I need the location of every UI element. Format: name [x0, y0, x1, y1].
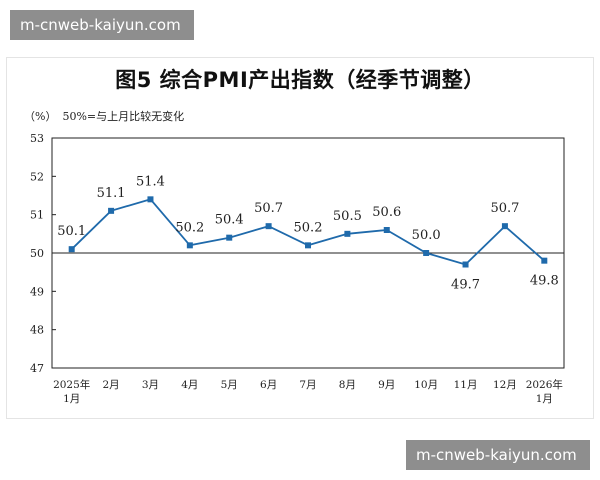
data-label: 50.1: [57, 224, 86, 239]
chart-title: 图5 综合PMI产出指数（经季节调整）: [115, 68, 485, 92]
y-tick-label: 52: [30, 170, 44, 183]
chart-note: （%） 50%=与上月比较无变化: [24, 108, 190, 124]
data-label: 50.0: [412, 228, 441, 243]
data-point: [541, 257, 548, 264]
y-tick-label: 47: [30, 362, 44, 375]
data-point: [501, 223, 508, 230]
data-point: [108, 207, 115, 214]
x-tick-label: 3月: [142, 379, 159, 391]
x-tick-label: 2025年 1月: [53, 378, 90, 405]
data-label: 50.7: [490, 201, 519, 216]
y-tick-label: 53: [30, 132, 44, 145]
data-point: [344, 230, 351, 237]
x-tick-label: 11月: [454, 379, 478, 391]
x-tick-label: 9月: [378, 379, 395, 391]
unit-label: （%）: [24, 110, 57, 123]
data-label: 51.1: [97, 186, 126, 201]
y-tick-label: 49: [30, 285, 44, 298]
data-label: 49.7: [451, 278, 480, 293]
data-point: [423, 250, 430, 256]
x-tick-label: 4月: [181, 379, 198, 391]
data-point: [305, 242, 311, 249]
data-label: 50.6: [372, 205, 401, 220]
data-point: [383, 227, 390, 233]
y-tick-label: 48: [30, 324, 44, 337]
note-text: 50%=与上月比较无变化: [62, 110, 185, 123]
data-point: [147, 196, 154, 203]
data-point: [265, 223, 272, 230]
data-label: 49.8: [530, 274, 559, 289]
data-label: 51.4: [136, 174, 165, 189]
x-tick-label: 7月: [299, 379, 316, 391]
x-tick-label: 12月: [493, 379, 517, 391]
watermark-top: m-cnweb-kaiyun.com: [10, 10, 194, 40]
x-tick-label: 2026年 1月: [526, 378, 563, 405]
data-label: 50.4: [215, 213, 244, 228]
data-point: [462, 261, 469, 268]
data-point: [186, 242, 193, 249]
data-point: [68, 246, 75, 253]
x-tick-label: 6月: [260, 379, 277, 391]
x-tick-label: 2月: [102, 379, 119, 391]
data-point: [226, 234, 233, 241]
data-label: 50.2: [175, 220, 204, 235]
x-tick-label: 5月: [221, 379, 238, 391]
y-tick-label: 51: [30, 209, 44, 222]
chart-frame: [6, 57, 594, 419]
watermark-bottom: m-cnweb-kaiyun.com: [406, 440, 590, 470]
data-label: 50.5: [333, 209, 362, 224]
x-tick-label: 8月: [339, 379, 356, 391]
data-label: 50.2: [294, 220, 323, 235]
x-tick-label: 10月: [414, 379, 438, 391]
y-tick-label: 50: [30, 247, 44, 260]
data-label: 50.7: [254, 201, 283, 216]
